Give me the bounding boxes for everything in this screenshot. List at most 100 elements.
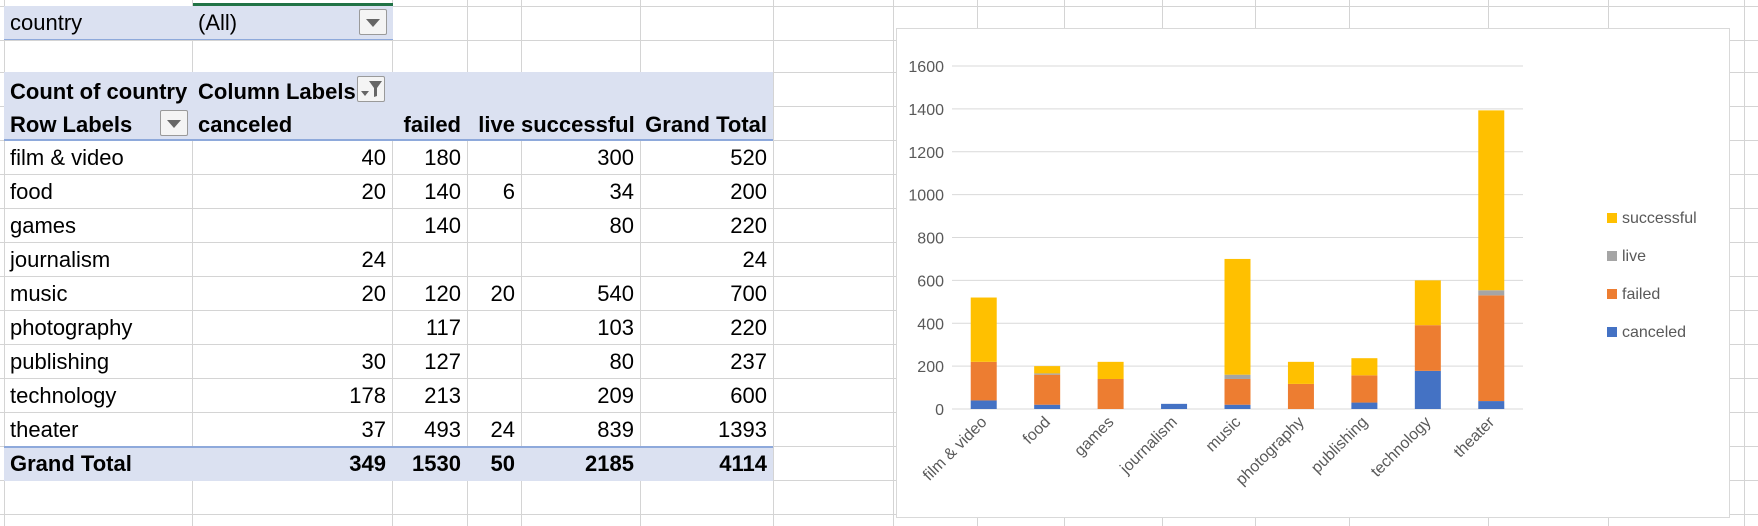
filter-field-label: country (10, 10, 83, 35)
x-tick-label: film & video (920, 414, 991, 485)
column-labels-filter-button[interactable] (357, 76, 385, 102)
pivot-chart[interactable]: 0 200 400 600 800 1000 1200 1400 1600 film & vide… (896, 28, 1730, 518)
bar-segment-successful (970, 297, 997, 362)
y-tick-label: 1400 (908, 102, 944, 119)
legend-label-successful: successful (1622, 210, 1697, 227)
row-label[interactable]: music (10, 281, 68, 306)
cell-live: 6 (502, 179, 515, 204)
funnel-icon (361, 81, 382, 97)
cell-live (467, 141, 521, 175)
filter-dropdown-button[interactable] (359, 9, 387, 35)
grand-total-successful: 2185 (585, 451, 634, 476)
cell-successful (521, 243, 640, 277)
filter-value[interactable]: (All) (198, 10, 238, 35)
bar-segment-live (1034, 373, 1061, 375)
row-label[interactable]: photography (10, 315, 133, 340)
cell-successful: 839 (597, 417, 634, 442)
bar-segment-failed (1034, 374, 1061, 405)
legend-swatch-successful (1607, 213, 1617, 223)
cell-canceled: 24 (361, 247, 386, 272)
row-label[interactable]: games (10, 213, 77, 238)
cell-failed: 213 (424, 383, 461, 408)
row-label[interactable]: technology (10, 383, 117, 408)
grand-total-grand-total: 4114 (719, 451, 767, 476)
cell-grand-total: 600 (730, 383, 767, 408)
bar-segment-successful (1034, 366, 1061, 374)
cell-canceled: 30 (361, 349, 386, 374)
y-tick-label: 0 (935, 402, 944, 419)
bar-segment-successful (1224, 258, 1251, 375)
bar-segment-successful (1351, 358, 1378, 376)
cell-grand-total: 520 (730, 145, 767, 170)
cell-grand-total: 220 (730, 315, 767, 340)
cell-successful: 209 (597, 383, 634, 408)
bar-segment-failed (1224, 378, 1251, 405)
bar-segment-canceled (1414, 370, 1441, 409)
bar-segment-successful (1414, 280, 1441, 326)
legend-label-failed: failed (1622, 286, 1660, 303)
cell-successful: 540 (597, 281, 634, 306)
bar-segment-canceled (1034, 404, 1061, 409)
cell-failed: 493 (424, 417, 461, 442)
legend-swatch-failed (1607, 289, 1617, 299)
y-tick-label: 600 (917, 273, 944, 290)
bar-segment-live (1224, 374, 1251, 379)
row-labels-dropdown-button[interactable] (160, 110, 188, 136)
bar-segment-failed (1097, 378, 1124, 409)
y-tick-label: 1600 (908, 59, 944, 76)
bar-segment-failed (970, 361, 997, 401)
cell-canceled: 20 (361, 281, 386, 306)
x-tick-label: music (1203, 414, 1245, 456)
cell-canceled: 20 (361, 179, 386, 204)
row-label[interactable]: journalism (10, 247, 111, 272)
column-labels-caption: Column Labels (198, 79, 356, 104)
chevron-down-icon (366, 19, 380, 27)
selected-cell-indicator (193, 3, 393, 6)
bar-segment-successful (1287, 361, 1314, 384)
bar-segment-successful (1097, 361, 1124, 379)
filter-underline (4, 39, 393, 40)
cell-canceled: 37 (361, 417, 386, 442)
x-tick-label: journalism (1117, 414, 1181, 478)
chevron-down-icon (167, 120, 181, 128)
bar-segment-failed (1287, 383, 1314, 409)
cell-failed: 127 (424, 349, 461, 374)
stacked-bar-chart: 0 200 400 600 800 1000 1200 1400 1600 film & vide… (908, 59, 1697, 489)
grand-total-failed: 1530 (412, 451, 461, 476)
cell-live (467, 345, 521, 379)
bar-segment-live (1478, 290, 1505, 296)
bar-segment-canceled (970, 400, 997, 409)
cell-failed: 140 (424, 213, 461, 238)
x-tick-label: food (1020, 414, 1054, 448)
x-tick-label: technology (1368, 414, 1435, 481)
x-tick-label: games (1071, 414, 1117, 460)
row-label[interactable]: publishing (10, 349, 110, 374)
legend-label-live: live (1622, 248, 1646, 265)
cell-successful: 34 (609, 179, 634, 204)
cell-live (467, 243, 521, 277)
cell-canceled: 178 (349, 383, 386, 408)
row-label[interactable]: film & video (10, 145, 124, 170)
cell-failed (392, 243, 467, 277)
cell-live (467, 209, 521, 243)
cell-failed: 120 (424, 281, 461, 306)
cell-canceled (192, 311, 392, 345)
cell-grand-total: 200 (730, 179, 767, 204)
cell-successful: 80 (609, 213, 634, 238)
cell-grand-total: 700 (730, 281, 767, 306)
bar-segment-canceled (1478, 401, 1505, 409)
grand-total-live: 50 (490, 451, 515, 476)
y-tick-label: 400 (917, 316, 944, 333)
cell-successful: 80 (609, 349, 634, 374)
row-label[interactable]: food (10, 179, 53, 204)
column-header-successful: successful (521, 112, 635, 137)
cell-grand-total: 1393 (718, 417, 767, 442)
row-label[interactable]: theater (10, 417, 79, 442)
cell-live (467, 379, 521, 413)
cell-live: 20 (490, 281, 515, 306)
bar-segment-canceled (1224, 404, 1251, 409)
y-tick-label: 1200 (908, 145, 944, 162)
column-header-grand-total: Grand Total (645, 112, 767, 137)
legend-swatch-canceled (1607, 327, 1617, 337)
y-tick-label: 200 (917, 359, 944, 376)
